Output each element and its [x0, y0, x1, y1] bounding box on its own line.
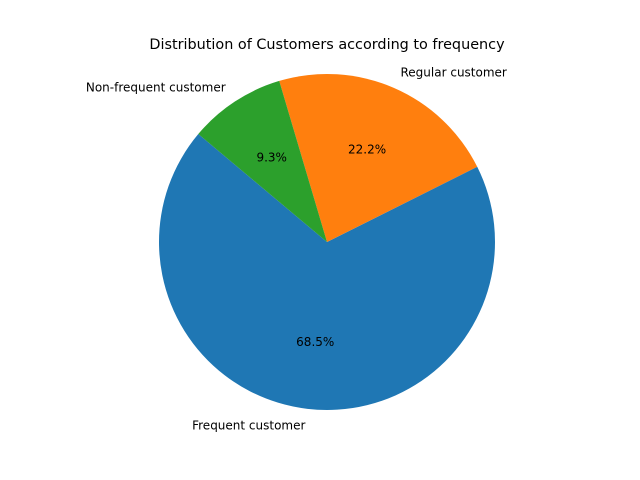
slice-label-non-frequent-customer: Non-frequent customer: [86, 80, 226, 94]
pie-slice-non-frequent-customer: [198, 80, 327, 242]
chart-title: Distribution of Customers according to f…: [149, 37, 505, 53]
pie-slice-regular-customer: [279, 73, 478, 242]
slice-label-regular-customer: Regular customer: [401, 65, 507, 79]
slice-percent-frequent-customer: 68.5%: [296, 335, 334, 349]
pie-labels: 68.5% Frequent customer 22.2% Regular custo…: [86, 65, 507, 432]
pie-slices: [159, 73, 495, 410]
slice-percent-regular-customer: 22.2%: [348, 143, 386, 157]
pie-slice-frequent-customer: [159, 134, 495, 410]
slice-percent-non-frequent-customer: 9.3%: [256, 151, 287, 165]
slice-label-frequent-customer: Frequent customer: [192, 419, 305, 433]
